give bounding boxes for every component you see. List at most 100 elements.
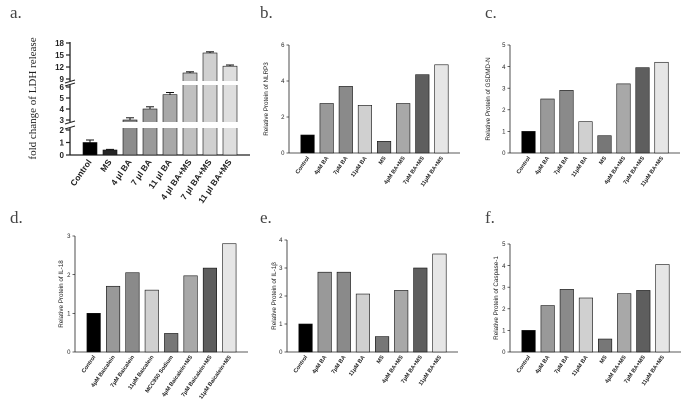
bar — [317, 271, 332, 353]
x-tick-label: Control — [81, 354, 98, 374]
y-tick-label: 0 — [279, 350, 283, 356]
y-tick-label: 2 — [60, 126, 65, 135]
x-tick-label: 7μM BA — [333, 156, 350, 177]
panel-label: d. — [10, 208, 23, 227]
bar — [338, 86, 353, 154]
y-tick-label: 5 — [60, 94, 65, 103]
axis-break-gap — [64, 81, 250, 85]
x-tick-label: Control — [516, 354, 533, 374]
x-tick-label: 4μM BA — [534, 156, 551, 177]
axis-break-mark — [64, 82, 76, 87]
x-tick-label: 11μM BA — [350, 156, 368, 179]
bar — [377, 141, 392, 154]
y-tick-label: 0 — [67, 350, 71, 356]
x-tick-label: 7μM BA — [331, 355, 348, 376]
bar — [655, 264, 670, 353]
y-tick-label: 2 — [502, 307, 506, 313]
bar — [654, 61, 669, 154]
panel-label: e. — [260, 208, 272, 227]
y-tick-label: 3 — [502, 86, 506, 92]
bar — [182, 72, 198, 156]
x-tick-label: MS — [98, 157, 114, 173]
bar — [357, 105, 372, 154]
y-tick-label: 9 — [60, 75, 65, 84]
bar — [355, 293, 370, 353]
y-tick-label: 4 — [502, 65, 506, 71]
bar — [375, 336, 390, 353]
y-tick-label: 4 — [281, 79, 285, 85]
y-tick-label: 6 — [60, 83, 65, 92]
bar — [540, 98, 555, 154]
y-axis-label: fold change of LDH release — [27, 37, 39, 159]
bar — [164, 333, 179, 353]
bar — [394, 290, 409, 353]
y-tick-label: 4 — [60, 105, 65, 114]
x-tick-label: Control — [68, 157, 94, 187]
bar — [396, 103, 411, 154]
x-tick-label: Control — [293, 354, 310, 374]
y-tick-label: 5 — [502, 242, 506, 248]
y-tick-label: 4 — [502, 264, 506, 270]
bar — [144, 289, 159, 353]
y-tick-label: 3 — [502, 285, 506, 291]
bar — [635, 67, 650, 154]
bar — [202, 52, 218, 156]
y-tick-label: 3 — [279, 266, 283, 272]
y-tick-label: 3 — [67, 234, 71, 240]
y-tick-label: 0 — [281, 151, 285, 157]
y-tick-label: 1 — [279, 322, 283, 328]
bar — [598, 338, 613, 353]
panel-label: b. — [260, 3, 273, 22]
y-tick-label: 0 — [502, 151, 506, 157]
bar — [300, 134, 315, 154]
bar — [222, 65, 238, 156]
x-tick-label: MS — [378, 155, 388, 166]
bar — [336, 271, 351, 353]
bar — [82, 142, 98, 156]
y-tick-label: 1 — [67, 312, 71, 318]
y-tick-label: 6 — [281, 43, 285, 49]
bar — [597, 135, 612, 154]
panel-label: a. — [10, 3, 22, 22]
bar — [415, 74, 430, 154]
y-tick-label: 0 — [60, 151, 65, 160]
x-tick-label: MS — [376, 354, 386, 365]
x-tick-label: 7μM BA — [553, 156, 570, 177]
panel-label: c. — [485, 3, 497, 22]
bar — [636, 290, 651, 353]
y-axis-label: Relative Protein of NLRP3 — [263, 62, 270, 136]
bar — [616, 83, 631, 154]
x-tick-label: Control — [295, 155, 312, 175]
y-tick-label: 0 — [502, 350, 506, 356]
y-tick-label: 12 — [55, 63, 64, 72]
y-axis-label: Relative Protein of IL-1β — [271, 262, 278, 330]
y-tick-label: 15 — [55, 51, 64, 60]
x-tick-label: 7μM BA — [554, 355, 571, 376]
bar — [521, 330, 536, 353]
x-tick-label: 4μM BA — [313, 156, 330, 177]
bar — [102, 149, 118, 156]
y-tick-label: 1 — [60, 139, 65, 148]
y-tick-label: 1 — [502, 329, 506, 335]
axis-break-mark — [64, 125, 76, 130]
bar — [142, 108, 158, 156]
bar — [413, 267, 428, 353]
x-tick-label: 11μM BA — [571, 156, 589, 179]
bar — [222, 243, 237, 353]
bar — [559, 90, 574, 154]
y-tick-label: 1 — [502, 130, 506, 136]
axis-break-mark — [64, 120, 76, 125]
bar — [521, 131, 536, 154]
y-axis-label: Relative Protein of IL-18 — [58, 260, 65, 328]
bar — [298, 323, 313, 353]
bar — [106, 285, 121, 353]
x-tick-label: MS — [598, 155, 608, 166]
bar — [578, 297, 593, 353]
bar — [617, 293, 632, 353]
bar — [86, 313, 101, 353]
axis-break-mark — [64, 79, 76, 84]
bar — [434, 64, 449, 154]
y-tick-label: 2 — [502, 108, 506, 114]
axis-break-gap — [64, 122, 250, 128]
